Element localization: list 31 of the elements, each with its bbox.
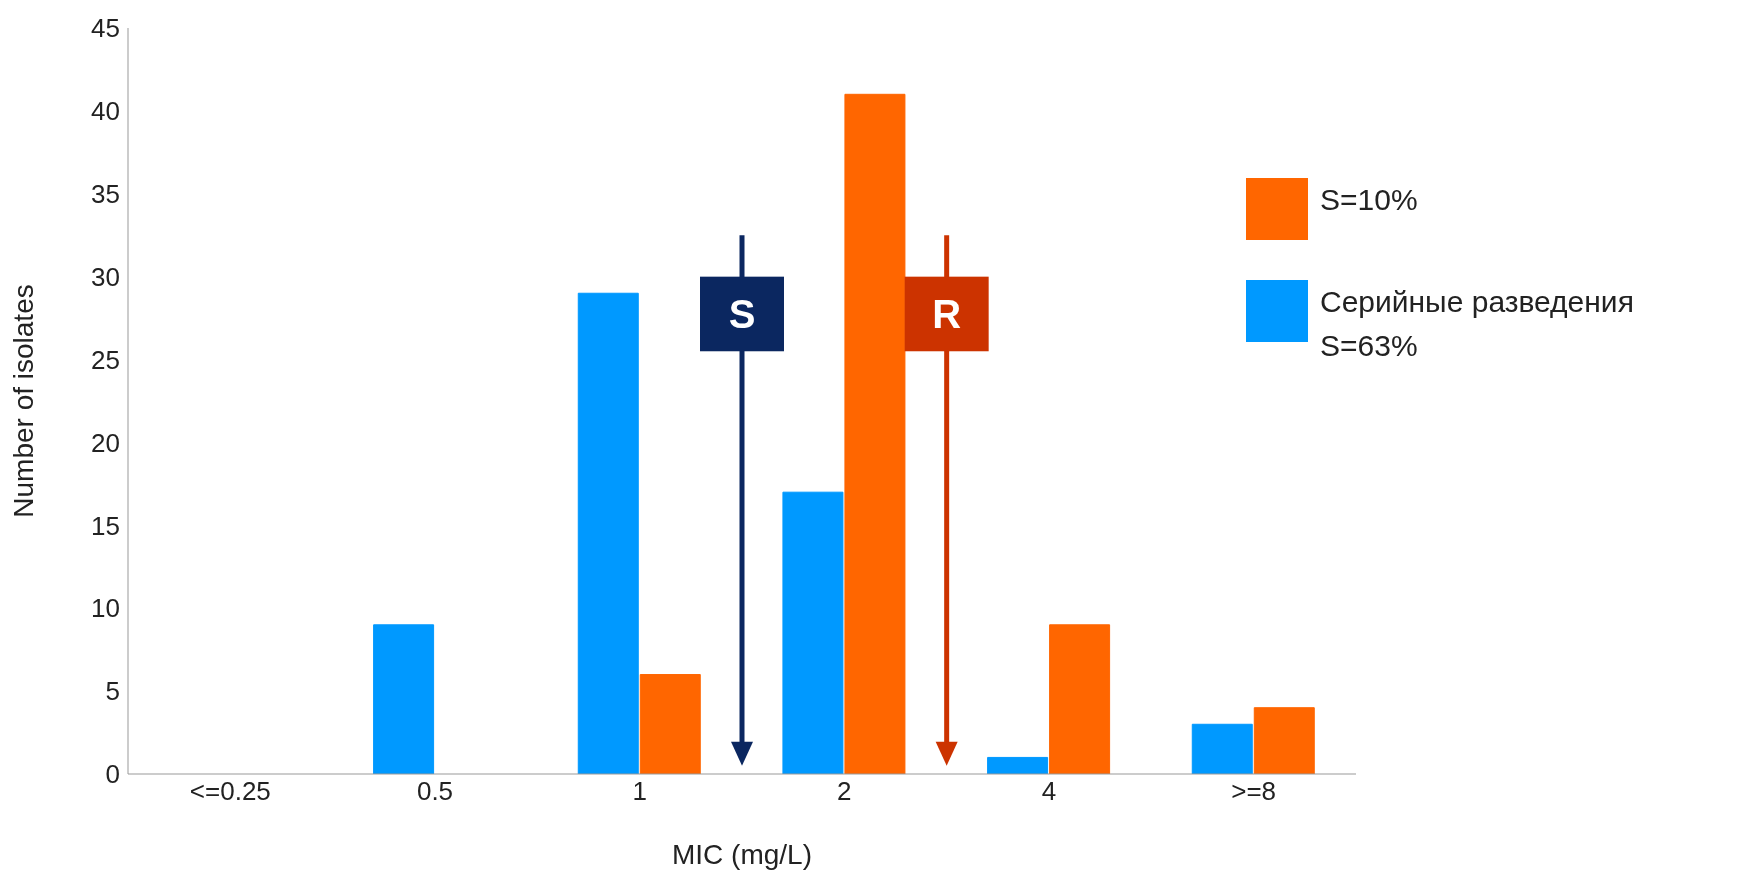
x-axis-title: MIC (mg/L)	[672, 839, 812, 870]
x-tick-label: 2	[837, 776, 852, 807]
y-tick-label: 0	[105, 759, 120, 790]
legend-label: Серийные разведения S=63%	[1320, 284, 1635, 364]
bar	[782, 491, 844, 774]
y-tick-label: 45	[91, 13, 120, 44]
x-tick-label: 4	[1041, 776, 1057, 807]
legend-label: S=10%	[1320, 182, 1418, 218]
y-tick-label: 40	[91, 96, 120, 127]
bar	[844, 93, 906, 774]
y-tick-label: 35	[91, 179, 120, 210]
bar	[1049, 624, 1111, 774]
y-tick-label: 30	[91, 261, 120, 292]
x-tick-label: <=0.25	[189, 776, 271, 807]
bar	[577, 292, 639, 774]
bar	[639, 674, 701, 774]
y-tick-label: 20	[91, 427, 120, 458]
y-tick-label: 10	[91, 593, 120, 624]
x-tick-label: >=8	[1231, 776, 1277, 807]
bar	[1253, 707, 1315, 774]
y-axis-title: Number of isolates	[7, 284, 39, 518]
x-tick-label: 0.5	[416, 776, 454, 807]
bar	[373, 624, 435, 774]
annotation: R	[932, 291, 962, 336]
y-tick-label: 25	[91, 344, 120, 375]
y-tick-label: 5	[105, 676, 120, 707]
y-tick-label: 15	[91, 510, 120, 541]
x-tick-label: 1	[632, 776, 647, 807]
annotation: S	[728, 291, 756, 336]
bar	[987, 756, 1049, 774]
bar	[1191, 723, 1253, 774]
